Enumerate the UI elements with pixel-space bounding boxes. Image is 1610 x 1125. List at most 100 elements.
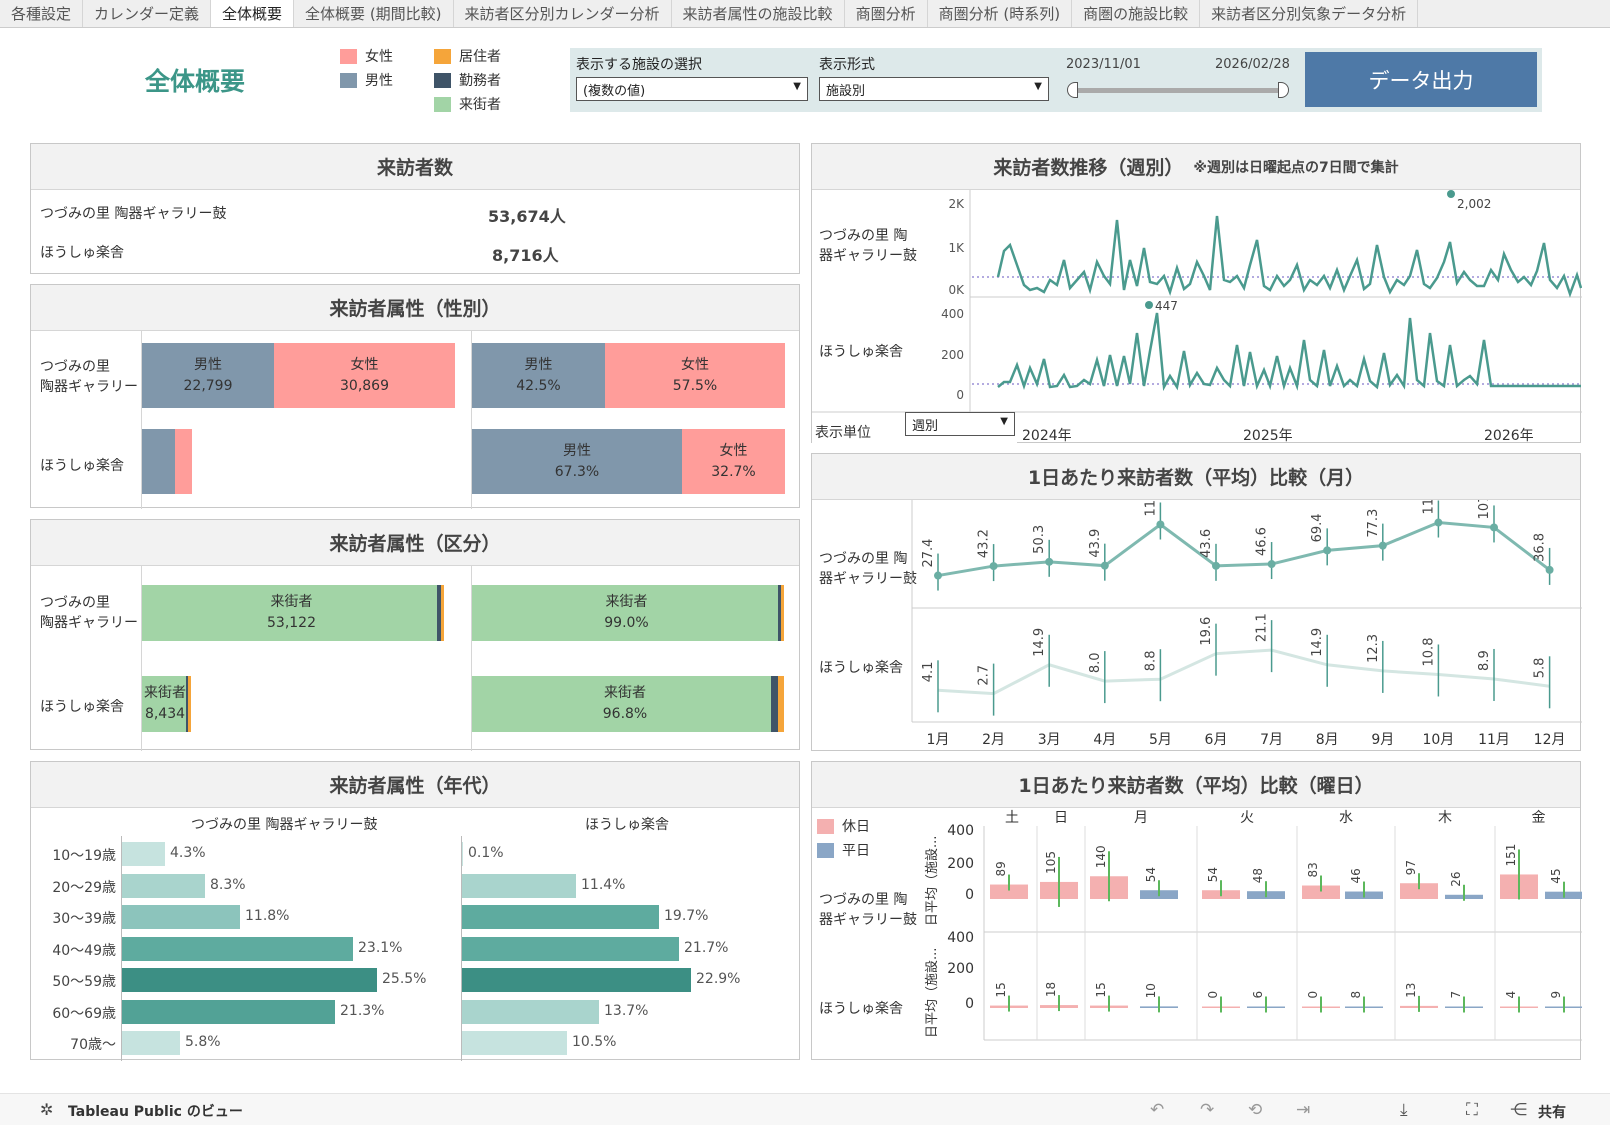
monthly-facility-a: つづみの里 陶器ギャラリー鼓 (819, 549, 917, 589)
value-label: 151 (1504, 844, 1518, 867)
date-slider-start-handle[interactable] (1067, 82, 1078, 98)
bar-value: 67.3% (554, 463, 600, 480)
age-bar-a[interactable] (122, 1031, 180, 1055)
age-facility-b: ほうしゅ楽舎 (585, 817, 669, 833)
tab-4[interactable]: 来訪者区分別カレンダー分析 (454, 0, 672, 27)
point-a (1045, 557, 1054, 566)
tableau-brand[interactable]: Tableau Public のビュー (68, 1104, 243, 1120)
legend-resident-label: 居住者 (459, 49, 501, 65)
age-value-a: 11.8% (245, 908, 290, 924)
tab-7[interactable]: 商圏分析 (時系列) (928, 0, 1073, 27)
age-bar-a[interactable] (122, 873, 205, 898)
age-bar-a[interactable] (122, 968, 377, 992)
point-a (1434, 518, 1443, 527)
bar-b-male[interactable] (142, 429, 175, 494)
tab-2[interactable]: 全体概要 (211, 0, 295, 27)
bar-b-female[interactable] (175, 429, 192, 494)
bar-b-female-pct[interactable]: 女性 32.7% (682, 429, 785, 494)
legend-resident[interactable]: 居住者 (434, 44, 501, 68)
bar-value: 57.5% (672, 377, 718, 394)
bar-a-visitor-pct[interactable]: 来街者 99.0% (472, 585, 784, 641)
date-slider-track[interactable] (1074, 88, 1284, 93)
tab-1[interactable]: カレンダー定義 (83, 0, 212, 27)
age-bar-b[interactable] (462, 968, 691, 992)
share-icon[interactable]: ⋲ (1510, 1100, 1527, 1120)
segment-facility-a: つづみの里 陶器ギャラリー (40, 593, 138, 633)
chevron-down-icon: ▼ (1000, 416, 1008, 427)
age-bar-a[interactable] (122, 999, 335, 1024)
format-select-value: 施設別 (826, 84, 866, 99)
facility-a-line1: つづみの里 (40, 359, 110, 375)
redo-icon[interactable]: ↷ (1200, 1100, 1215, 1120)
tab-8[interactable]: 商圏の施設比較 (1072, 0, 1201, 27)
value-label: 4 (1504, 991, 1518, 999)
share-button[interactable]: 共有 (1538, 1105, 1566, 1121)
revert-icon[interactable]: ⟲ (1248, 1100, 1263, 1120)
legend-holiday[interactable]: 休日 (817, 814, 870, 838)
legend-female[interactable]: 女性 (340, 44, 393, 68)
tableau-icon: ✲ (40, 1100, 54, 1119)
unit-label: 表示単位 (815, 425, 871, 441)
value-label-b: 21.1 (1255, 613, 1270, 642)
age-value-b: 0.1% (468, 845, 504, 861)
age-bar-b[interactable] (462, 1031, 567, 1055)
bar-label: 来街者 (604, 685, 646, 701)
point-a (1156, 520, 1165, 529)
tab-3[interactable]: 全体概要 (期間比較) (294, 0, 454, 27)
bar-b-male-pct[interactable]: 男性 67.3% (472, 429, 682, 494)
tab-6[interactable]: 商圏分析 (845, 0, 928, 27)
age-bar-b[interactable] (462, 936, 679, 961)
format-select[interactable]: 施設別 ▼ (819, 77, 1049, 101)
age-label: 70歳〜 (70, 1037, 116, 1053)
age-bar-b[interactable] (462, 842, 463, 866)
bar-a-female-pct[interactable]: 女性 57.5% (605, 343, 785, 408)
max-label-b: 447 (1155, 299, 1178, 313)
tab-9[interactable]: 来訪者区分別気象データ分析 (1200, 0, 1419, 27)
age-value-a: 5.8% (185, 1034, 221, 1050)
tab-5[interactable]: 来訪者属性の施設比較 (672, 0, 845, 27)
tab-0[interactable]: 各種設定 (0, 0, 84, 27)
legend-visitor[interactable]: 来街者 (434, 92, 501, 116)
value-label-a: 43.6 (1199, 529, 1214, 558)
legend-male[interactable]: 男性 (340, 68, 393, 92)
age-bar-b[interactable] (462, 873, 576, 898)
tick-label: 200 (941, 348, 964, 362)
fullscreen-icon[interactable]: ⛶ (1466, 1100, 1478, 1120)
series-line-b (937, 648, 1550, 696)
bar-a-male[interactable]: 男性 22,799 (142, 343, 274, 408)
bar-b-visitor-pct[interactable]: 来街者 96.8% (472, 676, 784, 732)
download-icon[interactable]: ⤓ (1400, 1100, 1408, 1120)
bar-a-visitor[interactable]: 来街者 53,122 (142, 585, 444, 641)
value-label-a: 107.6 (1477, 500, 1492, 519)
bar-b-visitor[interactable]: 来街者 8,434 (142, 676, 191, 732)
facility-a-line2: 器ギャラリー鼓 (819, 912, 917, 928)
legend-worker[interactable]: 勤務者 (434, 68, 501, 92)
bar-a-male-pct[interactable]: 男性 42.5% (472, 343, 605, 408)
facility-select[interactable]: (複数の値) ▼ (576, 77, 808, 101)
value-label: 0 (1206, 991, 1220, 999)
dow-legend: 休日 平日 (817, 814, 870, 862)
age-bar-b[interactable] (462, 905, 659, 929)
age-bar-b[interactable] (462, 999, 599, 1024)
age-title: 来訪者属性（年代） (31, 762, 799, 808)
age-value-a: 23.1% (358, 939, 403, 956)
undo-icon[interactable]: ↶ (1150, 1100, 1165, 1120)
refresh-icon[interactable]: ⇥ (1296, 1100, 1311, 1120)
value-label: 26 (1449, 871, 1463, 886)
age-bar-a[interactable] (122, 936, 353, 961)
unit-select[interactable]: 週別 ▼ (905, 412, 1015, 436)
legend-weekday[interactable]: 平日 (817, 838, 870, 862)
series-line-a (937, 520, 1551, 578)
age-label: 60〜69歳 (52, 1005, 116, 1022)
age-bar-a[interactable] (122, 905, 240, 929)
point-a (1323, 546, 1332, 555)
age-bar-a[interactable] (122, 842, 165, 866)
weekly-facility-b: ほうしゅ楽舎 (819, 344, 903, 360)
footer-bar: ✲ Tableau Public のビュー ↶ ↷ ⟲ ⇥ ⤓ ⛶ ⋲ 共有 (0, 1093, 1610, 1125)
bar-a-female[interactable]: 女性 30,869 (274, 343, 455, 408)
value-label: 15 (1094, 982, 1108, 997)
bar-value: 53,122 (267, 615, 316, 631)
export-button[interactable]: データ出力 (1305, 52, 1537, 107)
date-slider-end-handle[interactable] (1278, 82, 1289, 98)
axis-line (121, 836, 122, 1061)
